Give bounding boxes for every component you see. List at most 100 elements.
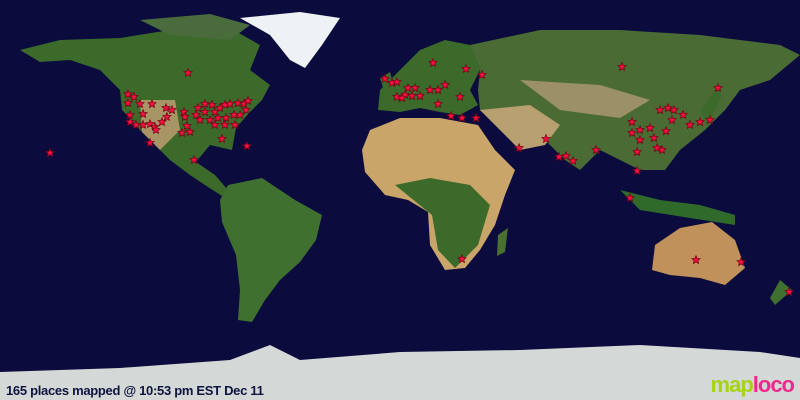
place-marker[interactable] — [123, 97, 133, 108]
place-marker[interactable] — [632, 165, 643, 176]
place-marker[interactable] — [410, 82, 421, 93]
place-marker[interactable] — [217, 133, 227, 144]
place-marker[interactable] — [161, 102, 171, 113]
place-marker[interactable] — [471, 112, 481, 123]
place-marker[interactable] — [195, 114, 205, 125]
place-marker[interactable] — [627, 127, 637, 138]
place-marker[interactable] — [784, 286, 795, 297]
place-marker[interactable] — [461, 63, 471, 74]
place-marker[interactable] — [433, 98, 443, 109]
place-marker[interactable] — [415, 90, 425, 101]
logo-part-map: map — [710, 372, 754, 397]
place-marker[interactable] — [193, 102, 203, 113]
place-marker[interactable] — [433, 84, 443, 95]
africa-rainforest — [395, 178, 490, 268]
place-marker[interactable] — [678, 109, 689, 120]
place-marker[interactable] — [219, 119, 230, 130]
place-marker[interactable] — [407, 90, 417, 101]
place-marker[interactable] — [632, 146, 643, 157]
place-marker[interactable] — [183, 67, 193, 78]
place-marker[interactable] — [695, 116, 705, 127]
place-marker[interactable] — [627, 116, 637, 127]
place-marker[interactable] — [135, 98, 145, 109]
place-marker[interactable] — [129, 91, 139, 102]
place-marker[interactable] — [177, 127, 187, 138]
place-marker[interactable] — [477, 69, 487, 80]
place-marker[interactable] — [685, 119, 695, 130]
place-marker[interactable] — [663, 102, 673, 113]
place-marker[interactable] — [554, 151, 565, 162]
place-marker[interactable] — [657, 144, 667, 155]
place-marker[interactable] — [736, 256, 747, 267]
place-marker[interactable] — [181, 120, 192, 131]
places-mapped-status: 165 places mapped @ 10:53 pm EST Dec 11 — [6, 383, 264, 398]
greenland — [240, 12, 340, 68]
place-marker[interactable] — [455, 91, 465, 102]
place-marker[interactable] — [669, 104, 679, 115]
place-marker[interactable] — [713, 82, 723, 93]
place-marker[interactable] — [241, 104, 251, 115]
place-marker[interactable] — [147, 98, 157, 109]
place-marker[interactable] — [233, 97, 243, 108]
place-marker[interactable] — [649, 132, 659, 143]
place-marker[interactable] — [213, 112, 223, 123]
place-marker[interactable] — [243, 95, 253, 106]
place-marker[interactable] — [425, 84, 435, 95]
place-marker[interactable] — [625, 192, 635, 203]
south-america — [220, 178, 322, 322]
place-marker[interactable] — [235, 109, 245, 120]
place-marker[interactable] — [391, 76, 402, 87]
place-marker[interactable] — [209, 119, 220, 130]
place-marker[interactable] — [207, 99, 217, 110]
place-marker[interactable] — [591, 144, 601, 155]
place-marker[interactable] — [199, 98, 210, 109]
place-marker[interactable] — [397, 92, 407, 103]
madagascar — [497, 228, 508, 256]
place-marker[interactable] — [199, 106, 210, 117]
place-marker[interactable] — [645, 122, 655, 133]
southeast-asia-islands — [620, 190, 735, 225]
place-marker[interactable] — [167, 104, 177, 115]
place-marker[interactable] — [161, 111, 172, 122]
place-marker[interactable] — [179, 111, 190, 122]
asia-desert — [480, 105, 560, 150]
place-marker[interactable] — [138, 108, 149, 119]
japan — [700, 90, 722, 125]
place-marker[interactable] — [655, 104, 665, 115]
europe — [378, 40, 480, 115]
place-marker[interactable] — [145, 137, 155, 148]
place-marker[interactable] — [191, 109, 201, 120]
place-marker[interactable] — [541, 133, 551, 144]
place-marker[interactable] — [205, 114, 215, 125]
place-marker[interactable] — [45, 147, 55, 158]
place-marker[interactable] — [229, 119, 240, 130]
place-marker[interactable] — [157, 116, 167, 127]
place-marker[interactable] — [241, 140, 252, 151]
place-marker[interactable] — [225, 98, 235, 109]
place-marker[interactable] — [705, 114, 715, 125]
place-marker[interactable] — [635, 124, 645, 135]
place-marker[interactable] — [440, 79, 451, 90]
place-marker[interactable] — [221, 112, 231, 123]
place-marker[interactable] — [379, 73, 390, 84]
place-marker[interactable] — [185, 126, 195, 137]
place-marker[interactable] — [568, 155, 579, 166]
place-marker[interactable] — [391, 91, 402, 102]
place-marker[interactable] — [661, 125, 671, 136]
place-marker[interactable] — [617, 61, 627, 72]
place-marker[interactable] — [428, 57, 439, 68]
place-marker[interactable] — [446, 110, 457, 121]
place-marker[interactable] — [457, 112, 467, 123]
place-marker[interactable] — [514, 142, 525, 153]
place-marker[interactable] — [457, 253, 467, 264]
maploco-logo[interactable]: maploco — [710, 372, 795, 398]
place-marker[interactable] — [691, 254, 701, 265]
place-marker[interactable] — [151, 124, 161, 135]
place-marker[interactable] — [635, 134, 645, 145]
place-marker[interactable] — [667, 114, 677, 125]
place-marker[interactable] — [138, 119, 149, 130]
place-marker[interactable] — [561, 150, 571, 161]
place-marker[interactable] — [189, 154, 199, 165]
